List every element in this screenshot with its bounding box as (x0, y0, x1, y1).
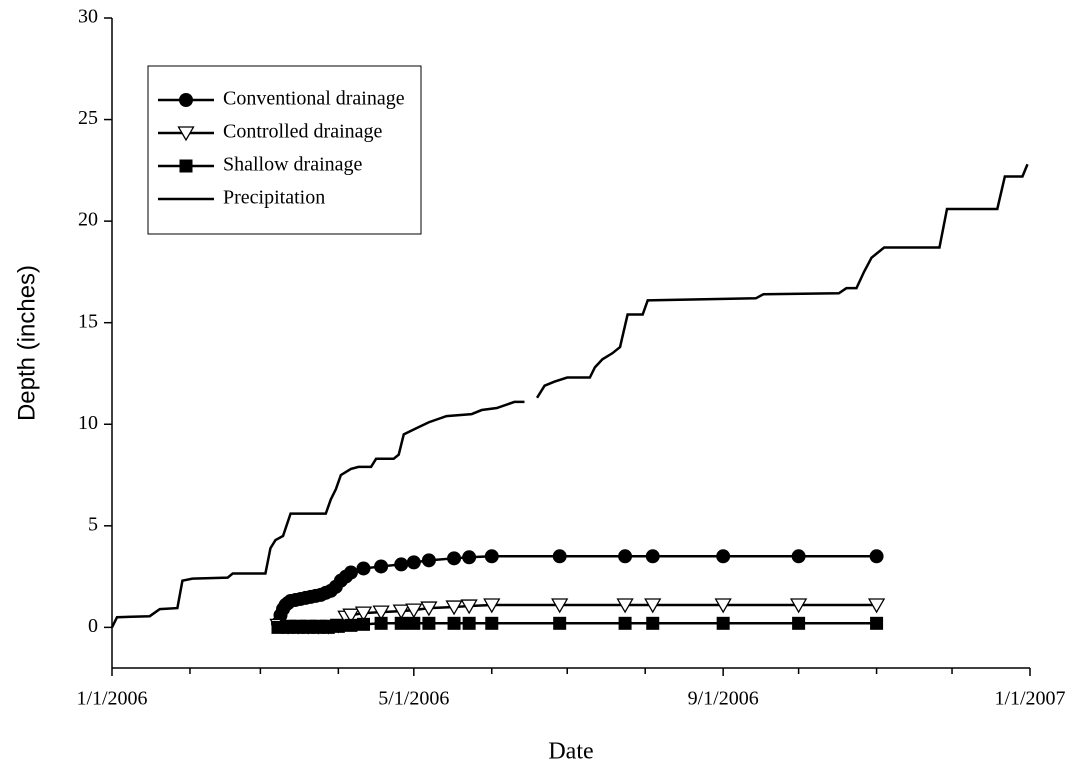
marker (618, 549, 633, 564)
y-tick-label: 15 (78, 310, 98, 332)
x-axis-label: Date (548, 739, 593, 765)
marker (462, 616, 476, 630)
marker (356, 561, 371, 576)
marker (179, 93, 193, 107)
marker (392, 604, 410, 620)
marker (551, 598, 569, 614)
marker (321, 620, 335, 634)
y-tick-label: 25 (78, 107, 98, 129)
marker (869, 549, 884, 564)
marker (870, 616, 884, 630)
marker (344, 618, 358, 632)
marker (445, 600, 463, 616)
marker (394, 557, 409, 572)
marker (343, 565, 358, 580)
x-tick-label: 1/1/2006 (76, 688, 147, 710)
legend-box (147, 65, 422, 235)
marker (301, 620, 315, 634)
marker (372, 605, 390, 621)
marker (447, 616, 461, 630)
marker (422, 616, 436, 630)
marker (179, 159, 193, 173)
marker (553, 616, 567, 630)
marker (331, 619, 345, 633)
marker (394, 616, 408, 630)
legend: Conventional drainage Controlled drainage… (147, 65, 422, 235)
marker (374, 616, 388, 630)
marker (447, 551, 462, 566)
marker (552, 549, 567, 564)
y-tick-label: 10 (78, 412, 98, 434)
marker (407, 616, 421, 630)
legend-label: Conventional drainage (223, 88, 405, 110)
marker (791, 549, 806, 564)
marker (616, 598, 634, 614)
marker (714, 598, 732, 614)
x-tick-label: 5/1/2006 (378, 688, 449, 710)
marker (420, 601, 438, 617)
x-tick-label: 9/1/2006 (688, 688, 759, 710)
legend-label: Controlled drainage (223, 121, 383, 143)
marker (357, 617, 371, 631)
marker (462, 550, 477, 565)
y-axis-label: Depth (inches) (13, 265, 40, 421)
y-tick-label: 5 (88, 513, 98, 535)
marker (177, 126, 195, 142)
marker (405, 603, 423, 619)
marker (644, 598, 662, 614)
marker (291, 620, 305, 634)
marker (483, 598, 501, 614)
marker (789, 598, 808, 614)
marker (485, 616, 499, 630)
marker (311, 620, 325, 634)
marker (281, 620, 295, 634)
marker (374, 559, 389, 574)
marker (645, 549, 660, 564)
marker (792, 616, 806, 630)
y-tick-label: 20 (78, 209, 98, 231)
marker (716, 549, 731, 564)
marker (421, 553, 436, 568)
legend-label: Shallow drainage (223, 154, 363, 176)
y-tick-label: 0 (88, 615, 98, 637)
marker (716, 616, 730, 630)
marker (484, 549, 499, 564)
x-tick-label: 1/1/2007 (994, 688, 1065, 710)
y-tick-label: 30 (78, 6, 98, 28)
marker (271, 620, 285, 634)
marker (342, 608, 360, 624)
marker (460, 599, 478, 615)
series-line (110, 163, 1029, 628)
marker (354, 606, 373, 622)
marker (406, 555, 421, 570)
marker (646, 616, 660, 630)
marker (867, 598, 886, 614)
legend-label: Precipitation (223, 187, 325, 209)
marker (618, 616, 632, 630)
